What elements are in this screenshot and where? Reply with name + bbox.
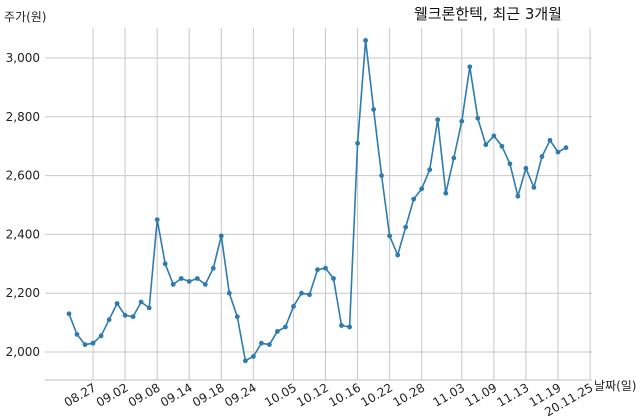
data-point [547, 137, 553, 143]
data-point [186, 279, 192, 284]
data-point [363, 38, 368, 43]
data-point [234, 314, 240, 320]
data-point [98, 333, 104, 339]
data-point [130, 314, 136, 320]
data-point [275, 329, 280, 334]
y-tick-label: 3,000 [6, 51, 40, 65]
data-point [427, 167, 433, 173]
series-line [68, 40, 567, 363]
data-point [379, 173, 384, 179]
data-point [523, 165, 529, 171]
data-point [459, 118, 465, 124]
data-point [531, 185, 537, 190]
data-point [515, 193, 521, 199]
data-point [243, 358, 248, 364]
data-point [202, 282, 208, 287]
data-point [499, 143, 505, 149]
data-point [267, 342, 272, 347]
x-tick-label: 09.18 [190, 380, 227, 409]
labels: 2,000 2,200 2,400 2,600 2,800 3,000 08.2709.02… [6, 51, 596, 419]
series [66, 38, 569, 364]
data-point [170, 282, 176, 287]
data-point [138, 299, 144, 305]
y-tick-label: 2,600 [6, 169, 40, 183]
data-point [299, 290, 304, 296]
data-point [403, 224, 409, 230]
data-point [371, 107, 376, 112]
x-tick-label: 10.12 [294, 380, 331, 409]
y-tick-label: 2,200 [6, 286, 40, 300]
data-point [451, 155, 457, 161]
chart-title: 웰크론한텍, 최근 3개월 [414, 5, 562, 23]
data-point [411, 196, 417, 202]
x-tick-label: 10.22 [358, 380, 395, 409]
y-tick-label: 2,000 [6, 345, 40, 359]
data-point [154, 217, 160, 223]
data-point [66, 311, 72, 317]
data-point [539, 154, 545, 159]
data-point [307, 292, 312, 298]
data-point [114, 301, 120, 306]
x-tick-label: 10.16 [326, 380, 363, 409]
data-point [194, 276, 200, 281]
data-point [355, 140, 360, 146]
data-point [106, 317, 112, 323]
data-point [283, 324, 288, 330]
data-point [146, 305, 152, 311]
data-point [331, 276, 336, 281]
data-point [467, 64, 473, 70]
data-point [419, 186, 425, 192]
data-point [162, 261, 168, 267]
data-point [443, 190, 449, 196]
y-tick-label: 2,400 [6, 227, 40, 241]
data-point [387, 233, 392, 239]
data-point [178, 276, 184, 281]
x-tick-label: 11.09 [463, 380, 500, 409]
data-point [507, 161, 513, 167]
data-point [395, 252, 401, 258]
data-point [475, 115, 481, 121]
x-tick-label: 08.27 [62, 380, 99, 409]
data-point [122, 312, 128, 318]
data-point [218, 233, 224, 239]
data-point [226, 290, 232, 296]
x-tick-label: 11.13 [495, 380, 532, 409]
data-point [90, 340, 96, 346]
x-tick-label: 09.24 [222, 380, 259, 409]
y-tick-label: 2,800 [6, 110, 40, 124]
data-point [74, 332, 80, 337]
data-point [291, 304, 296, 309]
data-point [491, 133, 497, 139]
x-tick-label: 09.02 [94, 380, 131, 409]
data-point [210, 265, 216, 271]
x-tick-label: 10.05 [262, 380, 299, 409]
data-point [251, 354, 256, 359]
data-point [563, 145, 569, 151]
y-axis-label: 주가(원) [4, 10, 46, 24]
data-point [339, 323, 344, 328]
data-point [323, 265, 328, 271]
x-tick-label: 10.28 [390, 380, 427, 409]
data-point [259, 340, 264, 346]
x-axis-label: 날짜(일) [594, 379, 636, 393]
data-point [435, 117, 441, 123]
x-tick-label: 09.08 [126, 380, 163, 409]
data-point [483, 142, 489, 148]
data-point [555, 149, 561, 155]
data-point [82, 342, 88, 347]
x-tick-label: 11.03 [431, 380, 468, 409]
grid [45, 28, 592, 380]
data-point [315, 267, 320, 273]
x-tick-label: 09.14 [158, 380, 195, 409]
data-point [347, 324, 352, 330]
